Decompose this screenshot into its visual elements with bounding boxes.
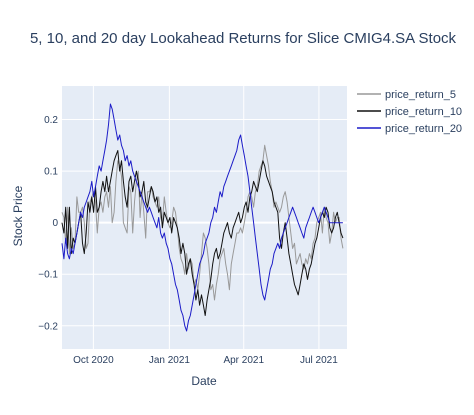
x-axis-title: Date (191, 374, 217, 388)
x-tick-label: Jul 2021 (300, 355, 338, 366)
x-tick-label: Jan 2021 (149, 355, 191, 366)
chart-title: 5, 10, and 20 day Lookahead Returns for … (30, 30, 457, 47)
y-tick-label: −0.2 (38, 321, 58, 332)
plot-background (62, 86, 347, 349)
y-tick-label: 0 (52, 218, 58, 229)
legend-item-price-return-5[interactable]: price_return_5 (385, 89, 456, 101)
y-tick-label: 0.1 (44, 167, 58, 178)
y-axis-title: Stock Price (11, 185, 25, 246)
grid (62, 86, 347, 349)
legend-item-price-return-10[interactable]: price_return_10 (385, 106, 462, 118)
tick-labels: −0.2 −0.1 0 0.1 0.2 Oct 2020 Jan 2021 Apr 2021 J… (38, 115, 338, 366)
x-tick-label: Oct 2020 (73, 355, 114, 366)
series-line-price-return-10 (61, 150, 344, 316)
legend-item-price-return-20[interactable]: price_return_20 (385, 123, 462, 135)
y-tick-label: −0.1 (38, 270, 58, 281)
series-line-price-return-5 (61, 144, 344, 301)
y-tick-label: 0.2 (44, 115, 58, 126)
x-tick-label: Apr 2021 (223, 355, 264, 366)
series-line-price-return-20 (61, 103, 343, 332)
legend[interactable]: price_return_5 price_return_10 price_retur… (357, 89, 462, 135)
series-group (61, 103, 344, 332)
